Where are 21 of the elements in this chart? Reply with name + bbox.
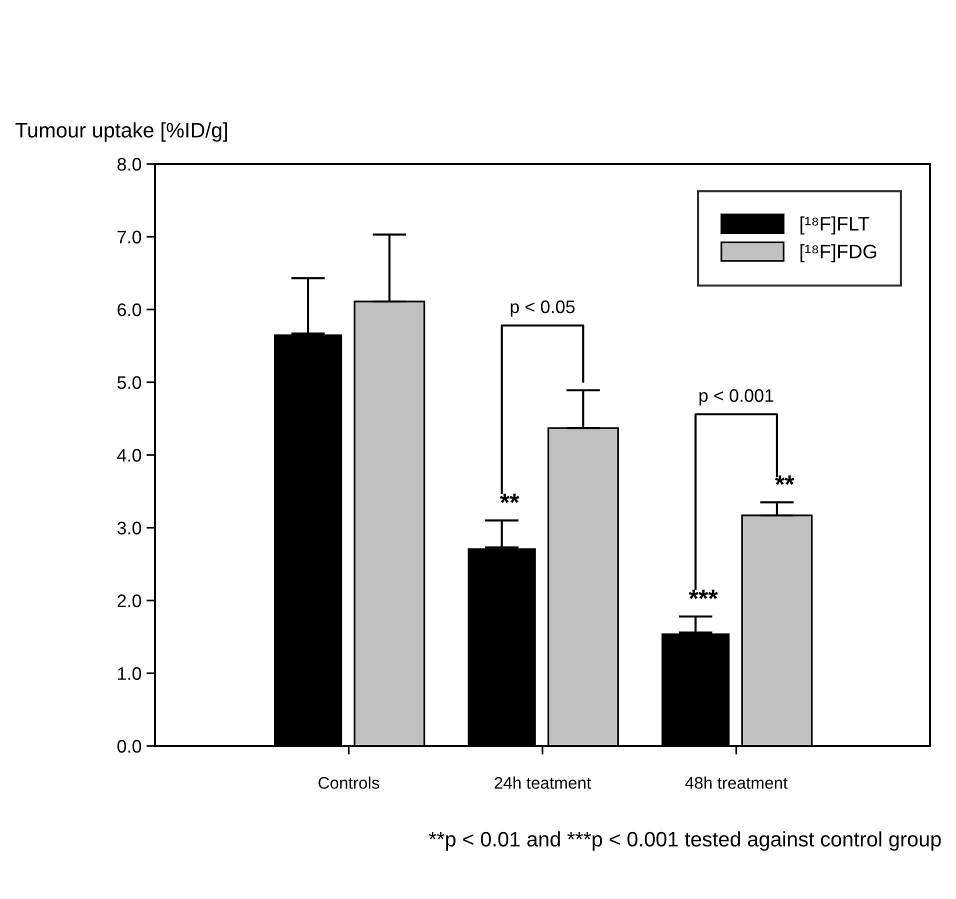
annotation: ** [500, 494, 520, 504]
text: **p < 0.01 and ***p < 0.001 tested against control group [428, 831, 941, 851]
y-tick-label: 7.0 [118, 230, 142, 244]
y-tick-label: 8.0 [117, 158, 142, 171]
legend-label: [¹⁸F]FDG [800, 244, 876, 262]
annotation: p < 0.05 [510, 300, 575, 317]
x-tick-label: 24h teatment [494, 776, 592, 789]
y-tick-label: 1.0 [118, 667, 142, 680]
y-axis-title: Tumour uptake [%ID/g] [15, 122, 227, 142]
annotation: *** [688, 590, 718, 600]
y-tick-label: 4.0 [117, 448, 142, 462]
y-tick-label: 6.0 [118, 303, 142, 316]
y-tick-label: 0.0 [117, 740, 142, 753]
annotation: p < 0.001 [700, 389, 774, 406]
y-tick-label: 5.0 [117, 376, 142, 389]
y-tick-label: 2.0 [118, 594, 142, 608]
annotation: ** [775, 476, 794, 485]
y-tick-label: 3.0 [117, 522, 142, 534]
x-tick-label: 48h treatment [685, 776, 788, 789]
legend-label: [¹⁸F]FLT [800, 216, 870, 234]
x-tick-label: Controls [318, 776, 380, 789]
